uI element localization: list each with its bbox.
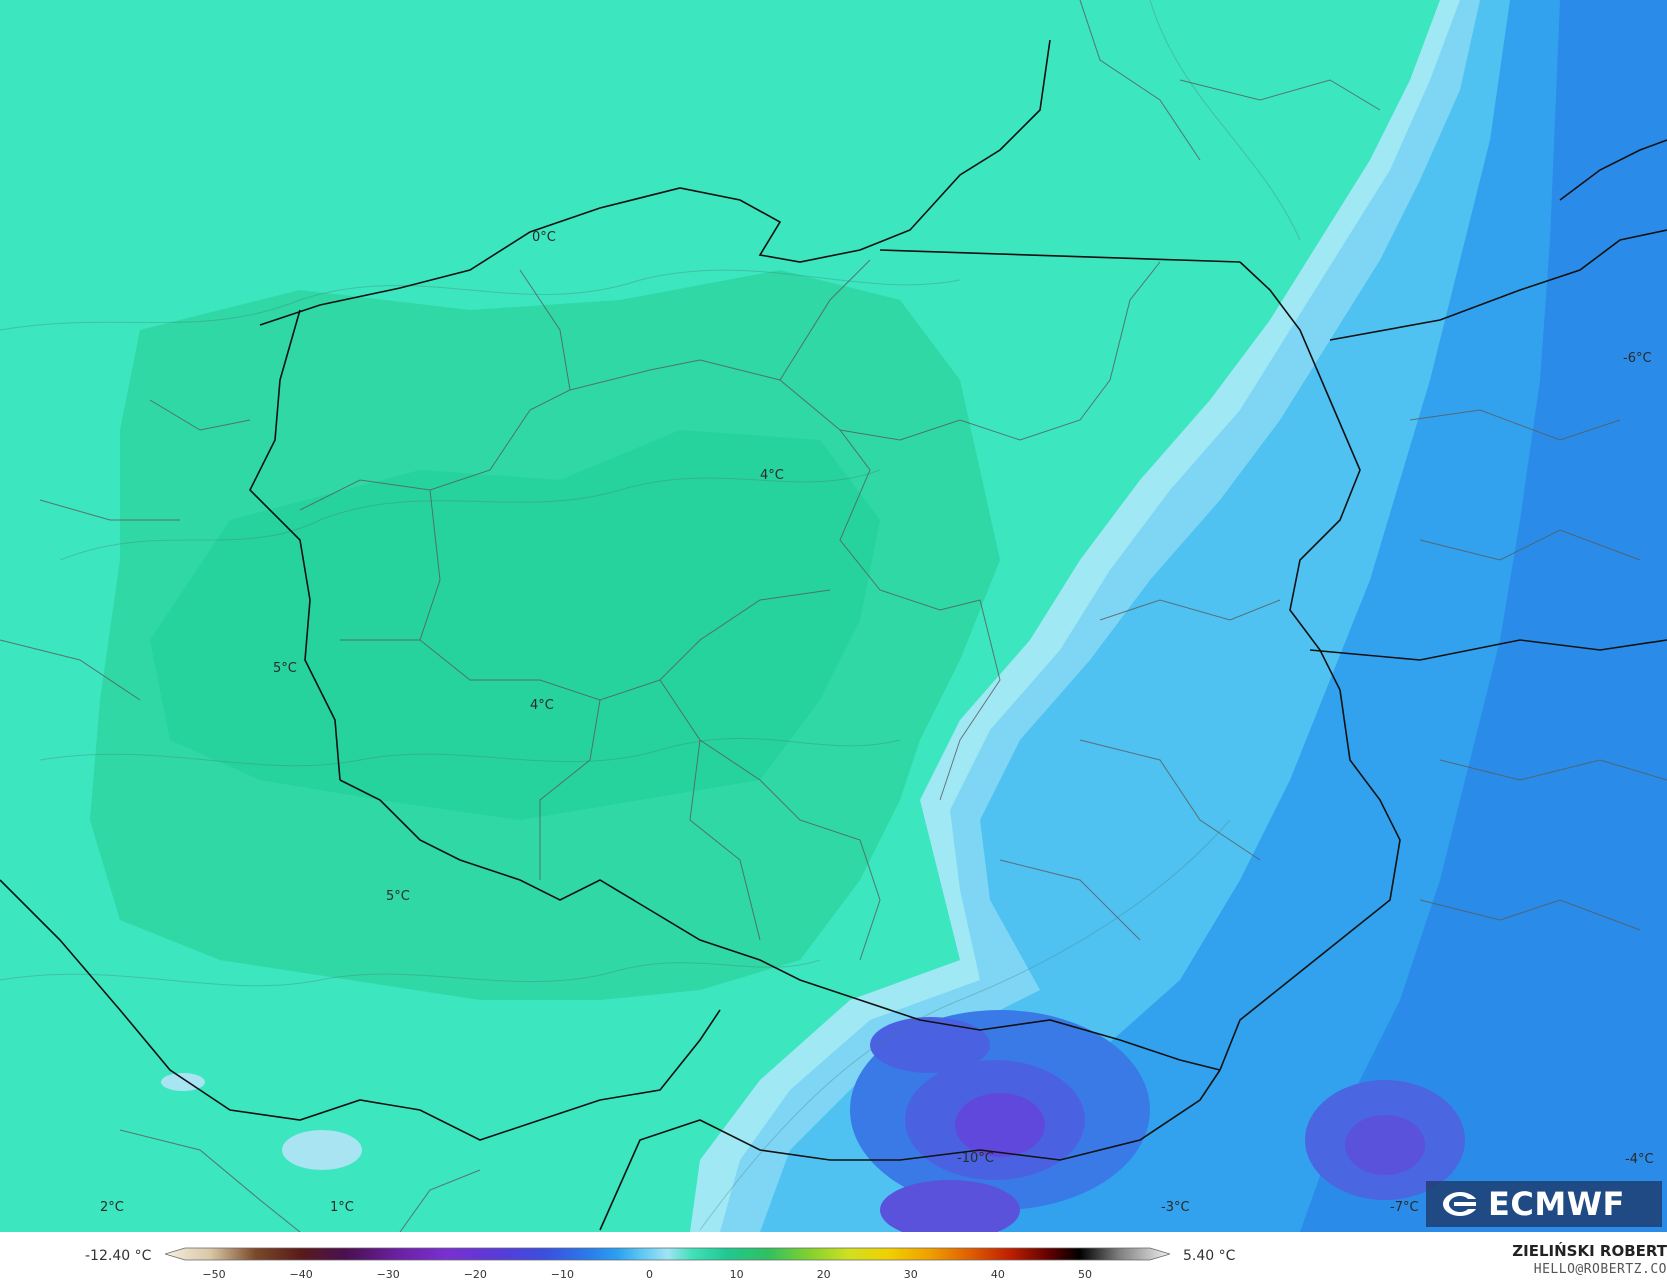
warm-core — [150, 430, 880, 820]
iso-label: 4°C — [760, 468, 784, 483]
colorbar-tick-label: −40 — [289, 1268, 313, 1281]
iso-label: 2°C — [100, 1200, 124, 1215]
colorbar-tick-label: −30 — [376, 1268, 400, 1281]
cold-band-5 — [1300, 0, 1667, 1232]
cold-pocket-7 — [880, 1180, 1020, 1232]
colorbar-tick-label: 0 — [646, 1268, 653, 1281]
colorbar-max-label: 5.40 °C — [1183, 1248, 1236, 1264]
iso-label: -4°C — [1625, 1152, 1654, 1167]
isotherm-contours — [0, 0, 1301, 1231]
colorbar-tick-label: 50 — [1078, 1268, 1092, 1281]
cold-pocket-3 — [955, 1093, 1045, 1157]
iso-label: -7°C — [1390, 1200, 1419, 1215]
author-name: ZIELIŃSKI ROBERT — [1512, 1242, 1667, 1260]
iso-label: 4°C — [530, 698, 554, 713]
regional-borders — [0, 0, 1667, 1232]
iso-label: 5°C — [273, 661, 297, 676]
iso-label: 0°C — [532, 230, 556, 245]
iso-label: -10°C — [957, 1151, 994, 1166]
footer: -12.40 °C — [0, 1232, 1667, 1287]
cold-pocket-4 — [870, 1017, 990, 1073]
cold-pocket-6 — [1345, 1115, 1425, 1175]
colorbar — [165, 1247, 1170, 1261]
cool-patch-1 — [282, 1130, 362, 1170]
ecmwf-logo-text: ECMWF — [1488, 1185, 1625, 1223]
colorbar-tick-label: 30 — [903, 1268, 918, 1281]
ecmwf-swirl-icon — [1443, 1192, 1476, 1216]
iso-label: -3°C — [1161, 1200, 1190, 1215]
iso-label: 1°C — [330, 1200, 354, 1215]
colorbar-tick-label: 40 — [990, 1268, 1005, 1281]
country-borders — [0, 39, 1667, 1231]
ecmwf-logo: ECMWF — [1426, 1181, 1662, 1227]
colorbar-min-label: -12.40 °C — [85, 1248, 152, 1264]
isotherm-labels: 0°C 4°C 5°C 4°C 5°C -6°C -10°C -3°C -7°C… — [100, 230, 1654, 1215]
colorbar-tick-label: −50 — [202, 1268, 226, 1281]
colorbar-tick-label: −20 — [463, 1268, 487, 1281]
author-email: HELLO@ROBERTZ.CO — [1533, 1262, 1667, 1277]
temperature-map: 0°C 4°C 5°C 4°C 5°C -6°C -10°C -3°C -7°C… — [0, 0, 1667, 1232]
iso-label: -6°C — [1623, 351, 1652, 366]
colorbar-tick-label: 20 — [816, 1268, 831, 1281]
colorbar-tick-label: −10 — [550, 1268, 574, 1281]
colorbar-tick-label: 10 — [729, 1268, 744, 1281]
iso-label: 5°C — [386, 889, 410, 904]
map-area: 0°C 4°C 5°C 4°C 5°C -6°C -10°C -3°C -7°C… — [0, 0, 1667, 1232]
